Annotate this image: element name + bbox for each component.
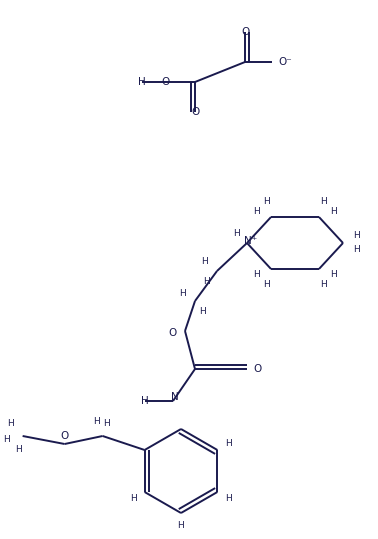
Text: H: H <box>234 229 240 238</box>
Text: H: H <box>354 231 360 240</box>
Text: H: H <box>263 197 270 206</box>
Text: H: H <box>138 77 146 87</box>
Text: H: H <box>93 418 100 426</box>
Text: O: O <box>169 328 177 338</box>
Text: H: H <box>204 277 211 286</box>
Text: H: H <box>225 439 232 448</box>
Text: H: H <box>141 396 149 406</box>
Text: O: O <box>161 77 169 87</box>
Text: N⁺: N⁺ <box>244 236 258 246</box>
Text: O: O <box>241 27 249 37</box>
Text: H: H <box>225 494 232 503</box>
Text: H: H <box>7 419 14 429</box>
Text: H: H <box>330 207 337 216</box>
Text: H: H <box>3 436 10 445</box>
Text: H: H <box>320 280 327 288</box>
Text: H: H <box>263 280 270 288</box>
Text: H: H <box>201 258 208 266</box>
Text: N: N <box>171 392 179 402</box>
Text: H: H <box>354 245 360 254</box>
Text: H: H <box>180 288 186 298</box>
Text: H: H <box>253 207 260 216</box>
Text: H: H <box>130 494 137 503</box>
Text: O⁻: O⁻ <box>278 57 292 67</box>
Text: H: H <box>330 270 337 279</box>
Text: H: H <box>320 197 327 206</box>
Text: O: O <box>191 107 199 117</box>
Text: O: O <box>253 364 261 374</box>
Text: H: H <box>200 307 206 315</box>
Text: O: O <box>60 431 69 441</box>
Text: H: H <box>178 522 184 530</box>
Text: H: H <box>15 446 22 454</box>
Text: H: H <box>253 270 260 279</box>
Text: H: H <box>103 419 110 429</box>
